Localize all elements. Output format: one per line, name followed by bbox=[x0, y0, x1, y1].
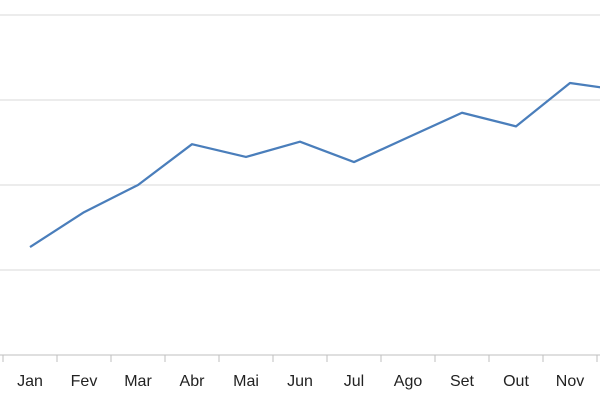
x-tick-label: Mar bbox=[124, 373, 152, 390]
data-line bbox=[29, 81, 600, 248]
x-tick-label: Abr bbox=[180, 373, 206, 390]
x-tick-label: Out bbox=[503, 373, 529, 390]
x-tick-label: Ago bbox=[394, 373, 423, 390]
x-tick-label: Jun bbox=[287, 373, 313, 390]
x-tick-label: Mai bbox=[233, 373, 259, 390]
x-tick-label: Jan bbox=[17, 373, 43, 390]
x-tick-label: Jul bbox=[344, 373, 364, 390]
x-tick-label: Set bbox=[450, 373, 475, 390]
x-tick-label: Fev bbox=[71, 373, 98, 390]
x-tick-label: Nov bbox=[556, 373, 584, 390]
